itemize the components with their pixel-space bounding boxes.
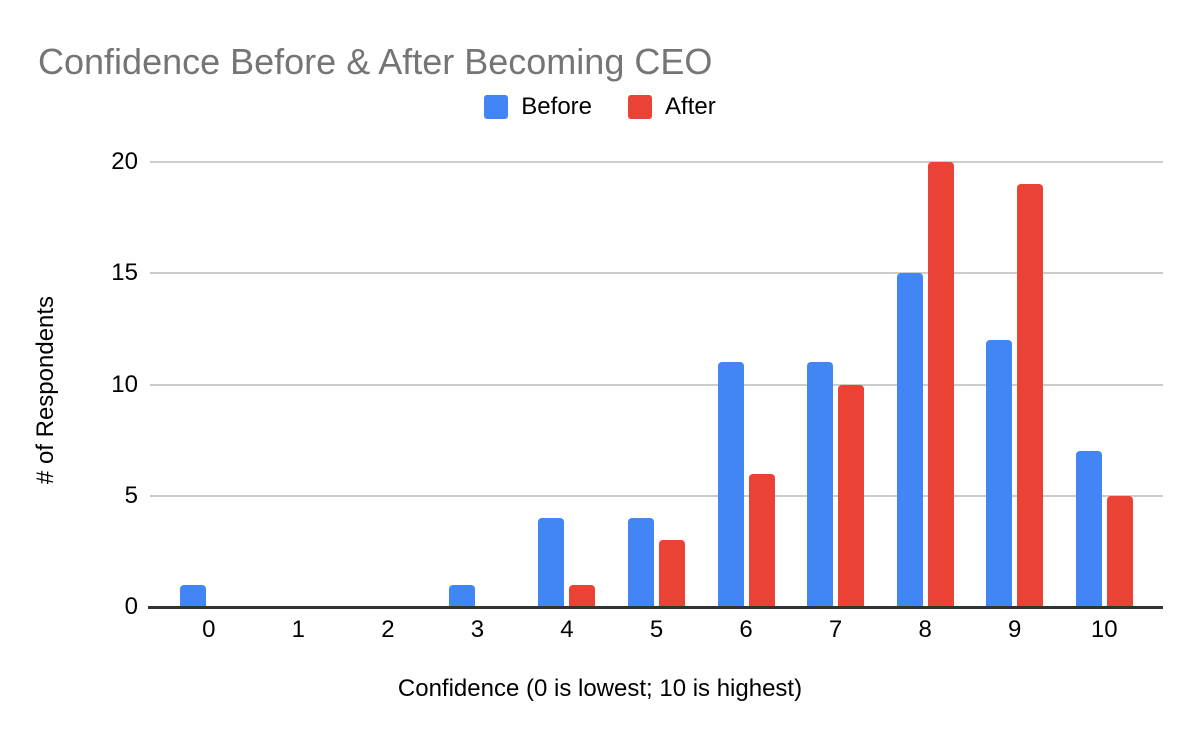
legend-item-before: Before xyxy=(484,93,592,121)
y-tick-label: 15 xyxy=(111,259,138,287)
bar-group-8 xyxy=(880,162,970,607)
legend-label: After xyxy=(665,93,716,120)
x-tick-label: 5 xyxy=(649,616,664,643)
chart-title: Confidence Before & After Becoming CEO xyxy=(38,41,713,82)
y-tick-label: 0 xyxy=(124,593,138,620)
bar-before-9 xyxy=(986,340,1013,607)
bar-group-2 xyxy=(343,162,433,607)
bar-before-10 xyxy=(1075,451,1102,607)
bar-before-4 xyxy=(538,518,565,607)
legend-label: Before xyxy=(521,93,593,120)
legend-swatch-before xyxy=(484,95,509,119)
bar-after-10 xyxy=(1106,495,1133,607)
bar-before-5 xyxy=(627,518,654,607)
bar-group-7 xyxy=(791,162,881,607)
x-axis-title: Confidence (0 is lowest; 10 is highest) xyxy=(397,675,803,702)
bar-after-5 xyxy=(658,540,685,607)
legend-swatch-after xyxy=(628,95,653,119)
x-tick-label: 9 xyxy=(1008,616,1022,643)
bar-after-6 xyxy=(748,473,775,607)
bar-after-4 xyxy=(569,584,596,607)
legend: Before After xyxy=(0,93,1200,121)
bar-before-8 xyxy=(896,273,923,607)
x-tick-label: 7 xyxy=(828,616,843,643)
legend-item-after: After xyxy=(628,93,716,121)
x-tick-label: 8 xyxy=(918,616,932,643)
gridline xyxy=(150,383,1163,386)
bars-band xyxy=(164,162,1149,607)
x-tick-label: 10 xyxy=(1090,616,1118,643)
gridline xyxy=(150,272,1163,275)
y-tick-label: 10 xyxy=(111,370,138,398)
gridline xyxy=(150,161,1163,163)
gridline xyxy=(150,494,1163,497)
bar-before-7 xyxy=(807,362,834,607)
y-axis-ticks: 0 5 10 15 20 xyxy=(0,150,138,619)
bar-after-8 xyxy=(927,162,954,607)
bar-group-4 xyxy=(522,162,612,607)
bar-group-0 xyxy=(164,162,254,607)
bar-group-6 xyxy=(701,162,791,607)
x-tick-label: 1 xyxy=(291,616,305,643)
bar-before-0 xyxy=(180,584,207,607)
x-axis-baseline xyxy=(148,606,1163,609)
x-axis-ticks: 0 1 2 3 4 5 6 7 8 9 10 xyxy=(164,616,1149,644)
x-tick-label: 3 xyxy=(470,616,485,643)
bar-before-6 xyxy=(717,362,744,607)
plot-area xyxy=(150,161,1163,607)
x-tick-label: 0 xyxy=(202,616,216,643)
bar-after-7 xyxy=(838,384,865,607)
x-tick-label: 4 xyxy=(560,616,574,643)
bar-after-9 xyxy=(1017,184,1044,607)
bar-group-5 xyxy=(612,162,702,607)
bar-before-3 xyxy=(448,584,475,607)
y-tick-label: 20 xyxy=(111,148,138,175)
bar-group-9 xyxy=(970,162,1060,607)
x-tick-label: 2 xyxy=(381,616,395,643)
y-tick-label: 5 xyxy=(124,481,138,509)
bar-group-3 xyxy=(433,162,523,607)
bar-group-1 xyxy=(254,162,344,607)
x-tick-label: 6 xyxy=(739,616,753,643)
bar-group-10 xyxy=(1059,162,1149,607)
